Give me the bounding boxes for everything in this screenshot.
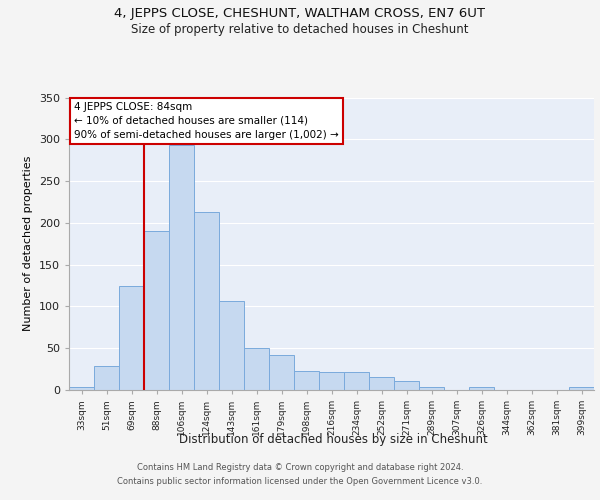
Bar bbox=[119, 286, 144, 390]
Bar bbox=[369, 378, 394, 390]
Text: 4 JEPPS CLOSE: 84sqm
← 10% of detached houses are smaller (114)
90% of semi-deta: 4 JEPPS CLOSE: 84sqm ← 10% of detached h… bbox=[74, 102, 339, 140]
Bar bbox=[144, 231, 169, 390]
Y-axis label: Number of detached properties: Number of detached properties bbox=[23, 156, 33, 332]
Bar bbox=[419, 388, 444, 390]
Text: Distribution of detached houses by size in Cheshunt: Distribution of detached houses by size … bbox=[179, 432, 487, 446]
Text: Size of property relative to detached houses in Cheshunt: Size of property relative to detached ho… bbox=[131, 22, 469, 36]
Bar bbox=[394, 381, 419, 390]
Bar bbox=[244, 348, 269, 390]
Bar bbox=[219, 302, 244, 390]
Bar bbox=[169, 145, 194, 390]
Bar bbox=[94, 366, 119, 390]
Bar bbox=[194, 212, 219, 390]
Bar bbox=[69, 386, 94, 390]
Bar bbox=[294, 371, 319, 390]
Bar bbox=[269, 355, 294, 390]
Bar bbox=[469, 388, 494, 390]
Text: Contains public sector information licensed under the Open Government Licence v3: Contains public sector information licen… bbox=[118, 477, 482, 486]
Bar bbox=[319, 372, 344, 390]
Text: Contains HM Land Registry data © Crown copyright and database right 2024.: Contains HM Land Registry data © Crown c… bbox=[137, 464, 463, 472]
Bar bbox=[569, 386, 594, 390]
Text: 4, JEPPS CLOSE, CHESHUNT, WALTHAM CROSS, EN7 6UT: 4, JEPPS CLOSE, CHESHUNT, WALTHAM CROSS,… bbox=[115, 8, 485, 20]
Bar bbox=[344, 372, 369, 390]
